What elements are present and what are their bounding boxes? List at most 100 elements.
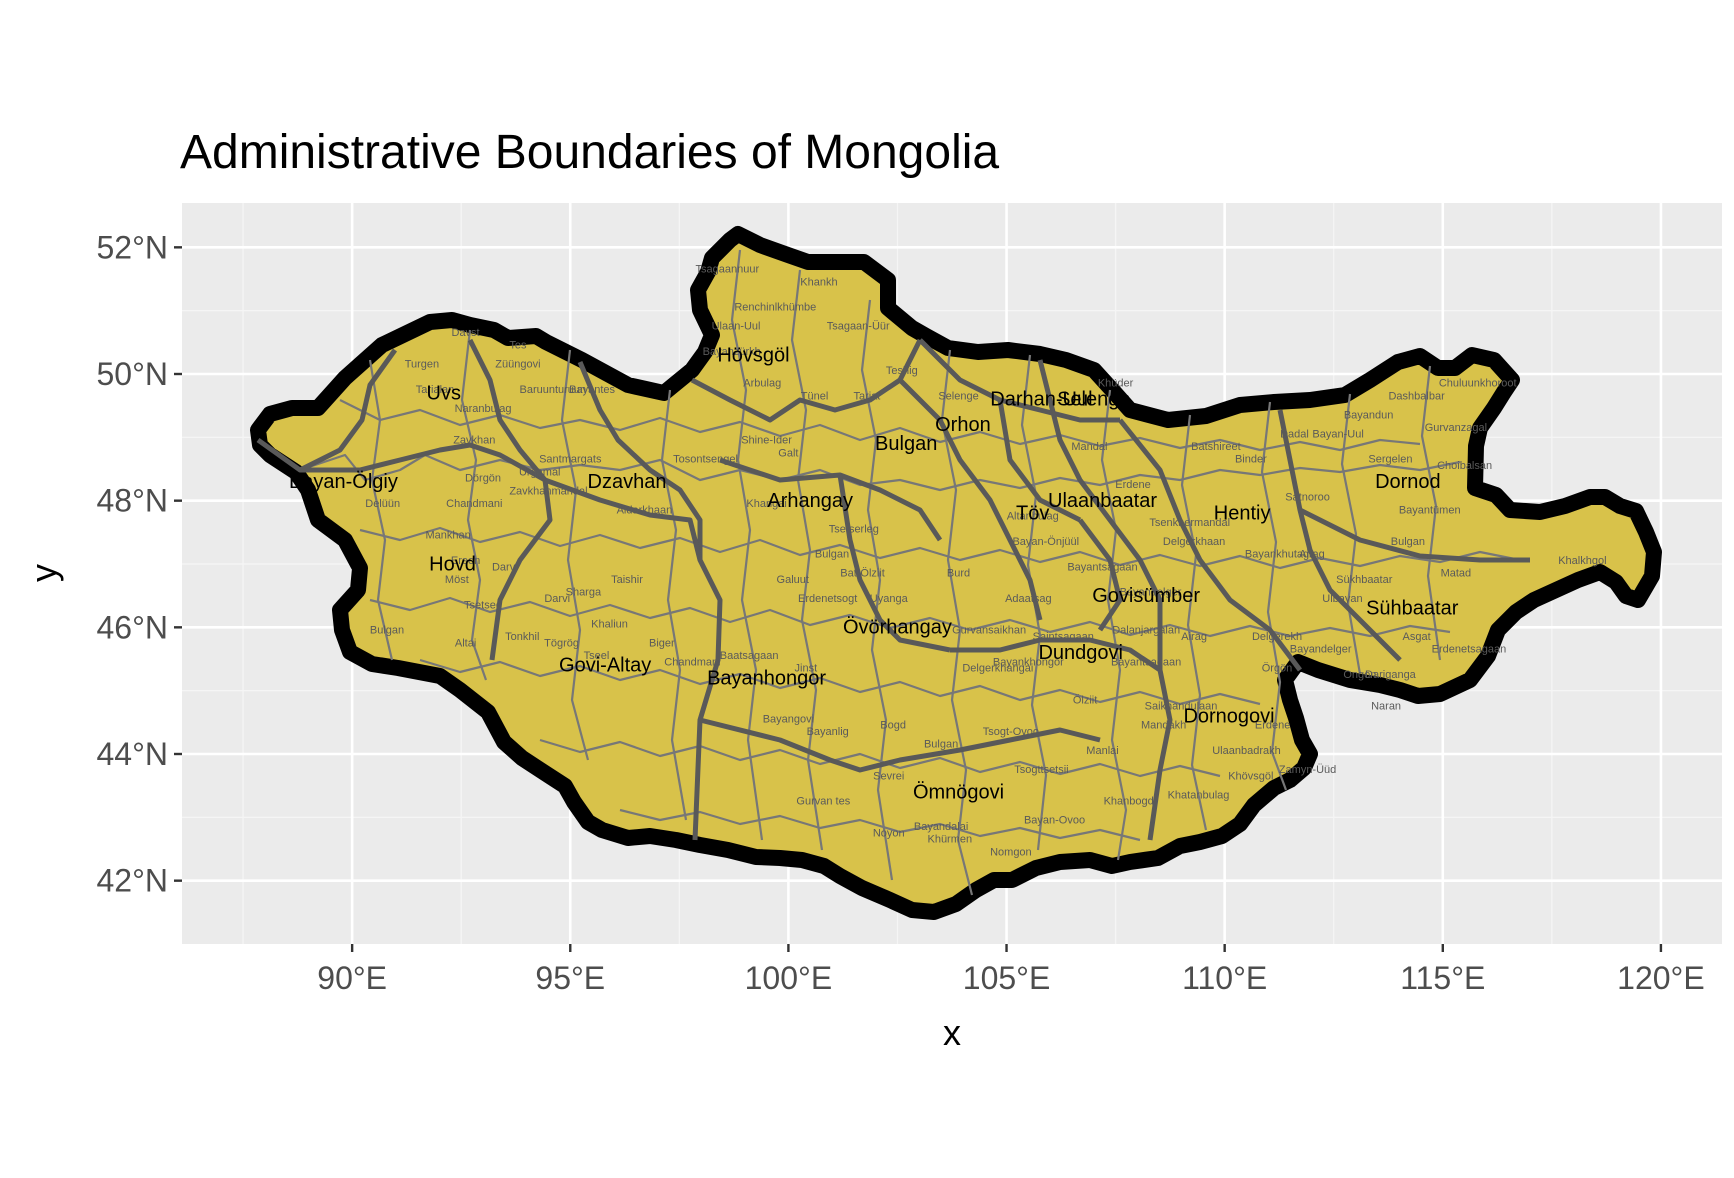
soum-label: Batshireet <box>1191 441 1241 453</box>
soum-label: Renchinlkhümbe <box>734 302 816 314</box>
soum-label: Saintsagaan <box>1033 631 1094 643</box>
soum-label: Darvi <box>544 593 570 605</box>
province-boundary-line <box>1037 359 1163 670</box>
soum-label: Bayandelger <box>1120 587 1182 599</box>
soum-label: Airag <box>1181 631 1207 643</box>
soum-boundary-line <box>539 738 1221 778</box>
soum-label: Baatsagaan <box>720 650 779 662</box>
mongolia-country-outline <box>250 226 1662 920</box>
soum-label: Mankhan <box>425 530 470 542</box>
soum-label: Adaatsag <box>1005 593 1051 605</box>
soum-label: Tosontsengel <box>673 454 738 466</box>
soum-label: Burd <box>947 568 970 580</box>
soum-label: Khövsgöl <box>1228 770 1273 782</box>
soum-boundary-line <box>1180 414 1208 831</box>
soum-label: Erdene <box>1255 720 1290 732</box>
soum-label: Nomgon <box>990 846 1032 858</box>
y-axis: 42°N 44°N 46°N 48°N 50°N 52°N <box>97 229 182 899</box>
soum-label: Jinst <box>795 663 818 675</box>
soum-label: Khangai <box>746 498 786 510</box>
soum-label: Khankh <box>800 276 837 288</box>
soum-label: Tögrög <box>544 637 579 649</box>
soum-label: Turgen <box>405 359 439 371</box>
soum-label: Delgerkhaan <box>1163 536 1225 548</box>
y-tick-label: 50°N <box>97 356 169 392</box>
province-boundary-line <box>1118 418 1302 672</box>
soum-label: Naran <box>1371 701 1401 713</box>
soum-label: Bayandalai <box>914 821 968 833</box>
province-boundary-line <box>950 637 1173 841</box>
province-boundary-line <box>719 457 943 542</box>
x-axis: 90°E 95°E 100°E 105°E 110°E 115°E 120°E <box>317 944 1705 996</box>
soum-label: Chuluunkhoroot <box>1439 378 1517 390</box>
soum-label: Tsenkhermandal <box>1149 517 1230 529</box>
soum-label: Sergelen <box>1368 454 1412 466</box>
soum-label: Taishir <box>611 574 643 586</box>
soum-label: Tsagaan-Üür <box>827 321 890 333</box>
soum-label: Binder <box>1235 454 1267 466</box>
soum-boundary-line <box>660 389 688 821</box>
soum-label: Tes <box>509 340 527 352</box>
soum-boundary-line <box>1100 389 1128 861</box>
soum-label: Khatanbulag <box>1168 789 1230 801</box>
soum-label: Dariganga <box>1365 669 1417 681</box>
x-tick-label: 100°E <box>745 960 833 996</box>
soum-label: Tariat <box>853 390 880 402</box>
soum-label: Bayan-Önjüül <box>1012 536 1079 548</box>
soum-label: Möst <box>445 574 469 586</box>
soum-boundary-line <box>368 359 394 661</box>
soum-label: Khalkhgol <box>1558 555 1606 567</box>
soum-label: Ulbayan <box>1322 593 1362 605</box>
province-label: Bayanhongor <box>707 667 826 689</box>
soum-label: Noyon <box>873 827 905 839</box>
soum-label: Teshig <box>886 365 918 377</box>
soum-label: Bulgan <box>815 549 849 561</box>
soum-boundary-line <box>460 329 488 681</box>
soum-label: Ongon <box>1343 669 1376 681</box>
province-label: Hentiy <box>1214 503 1271 525</box>
province-label: Dzavhan <box>588 471 667 493</box>
soum-label: Darvi <box>492 561 518 573</box>
soum-label: Gurvansaikhan <box>952 625 1026 637</box>
soum-label: Tsetseg <box>464 599 502 611</box>
soum-label: Zavkhan <box>453 435 495 447</box>
soum-label: Bayantümen <box>1399 504 1461 516</box>
province-label: Selenge <box>1057 389 1130 411</box>
soum-label: Ereen <box>451 555 480 567</box>
soum-label: Bayankhutag <box>1245 549 1309 561</box>
soum-label: Santmargats <box>539 454 602 466</box>
y-tick-label: 42°N <box>97 863 169 899</box>
x-tick-label: 105°E <box>963 960 1051 996</box>
province-boundary-line <box>1298 507 1530 563</box>
province-label: Dornod <box>1375 471 1441 493</box>
province-label: Dornogovi <box>1183 705 1274 727</box>
soum-label: Tseel <box>584 650 610 662</box>
province-boundary-line <box>300 442 547 483</box>
soum-boundary-line <box>730 249 764 841</box>
x-tick-label: 120°E <box>1617 960 1705 996</box>
soum-label: Dashbalbar <box>1388 390 1445 402</box>
soum-boundary-line <box>560 349 590 761</box>
soum-label: Khanbogd <box>1104 796 1154 808</box>
soum-label: Bayanzürkh <box>703 346 761 358</box>
province-boundary-line <box>256 348 398 473</box>
soum-label: Bayantsagaan <box>1111 656 1181 668</box>
soum-label: Ölziit <box>1073 694 1097 706</box>
province-labels: Uvs Bayan-Ölgiy Hövsgöl Dzavhan Arhangay Bulg… <box>289 344 1459 803</box>
x-tick-label: 115°E <box>1400 960 1485 996</box>
province-boundary-line <box>837 474 951 653</box>
soum-label: Ulaanbadrakh <box>1212 745 1281 757</box>
province-label: Hovd <box>429 553 476 575</box>
soum-label: Bayandelger <box>1290 644 1352 656</box>
x-axis-title: x <box>943 1012 961 1053</box>
soum-label: Bayantsagaan <box>1067 561 1137 573</box>
soum-label: Zamyn-Üüd <box>1279 764 1336 776</box>
soum-label: Tsetserleg <box>829 523 879 535</box>
soum-boundary-line <box>1260 401 1288 791</box>
soum-label: Dalanjargalan <box>1112 625 1180 637</box>
province-boundary-line <box>1277 409 1402 662</box>
soum-labels: Tsagaannuur Khankh Renchinlkhümbe Tsagaan-Ü… <box>365 264 1606 859</box>
soum-label: Manlai <box>1086 745 1118 757</box>
soum-label: Shine-Ider <box>741 435 792 447</box>
